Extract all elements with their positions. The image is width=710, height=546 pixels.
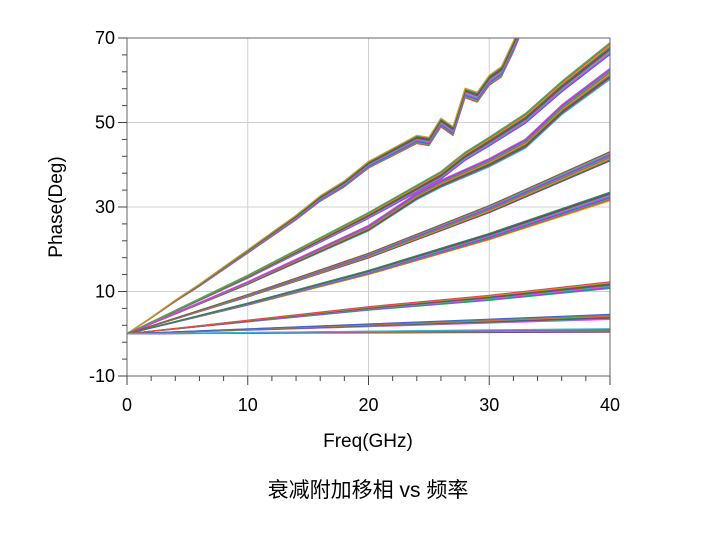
x-tick-label: 10: [238, 395, 258, 415]
x-tick-labels: 0 10 20 30 40: [122, 395, 620, 415]
y-tick-label: 70: [95, 28, 115, 48]
series-line: [127, 328, 610, 335]
series-group: [127, 38, 610, 335]
series-line: [127, 313, 610, 335]
x-tick-label: 30: [479, 395, 499, 415]
series-line: [127, 281, 610, 335]
y-tick-labels: -10 10 30 50 70: [89, 28, 115, 386]
x-tick-label: 0: [122, 395, 132, 415]
y-tick-label: -10: [89, 366, 115, 386]
series-line: [127, 151, 610, 335]
axis-ticks: [118, 37, 611, 385]
y-tick-label: 50: [95, 113, 115, 133]
x-axis-title: Freq(GHz): [323, 431, 413, 452]
series-line: [127, 42, 610, 335]
series-line: [127, 191, 610, 335]
x-tick-label: 20: [358, 395, 378, 415]
chart-caption: 衰减附加移相 vs 频率: [268, 479, 469, 502]
y-tick-label: 10: [95, 282, 115, 302]
plot-area: [127, 38, 610, 335]
series-line: [127, 67, 610, 335]
y-tick-label: 30: [95, 197, 115, 217]
x-tick-label: 40: [600, 395, 620, 415]
y-axis-title: Phase(Deg): [46, 156, 67, 257]
series-line: [127, 38, 516, 335]
